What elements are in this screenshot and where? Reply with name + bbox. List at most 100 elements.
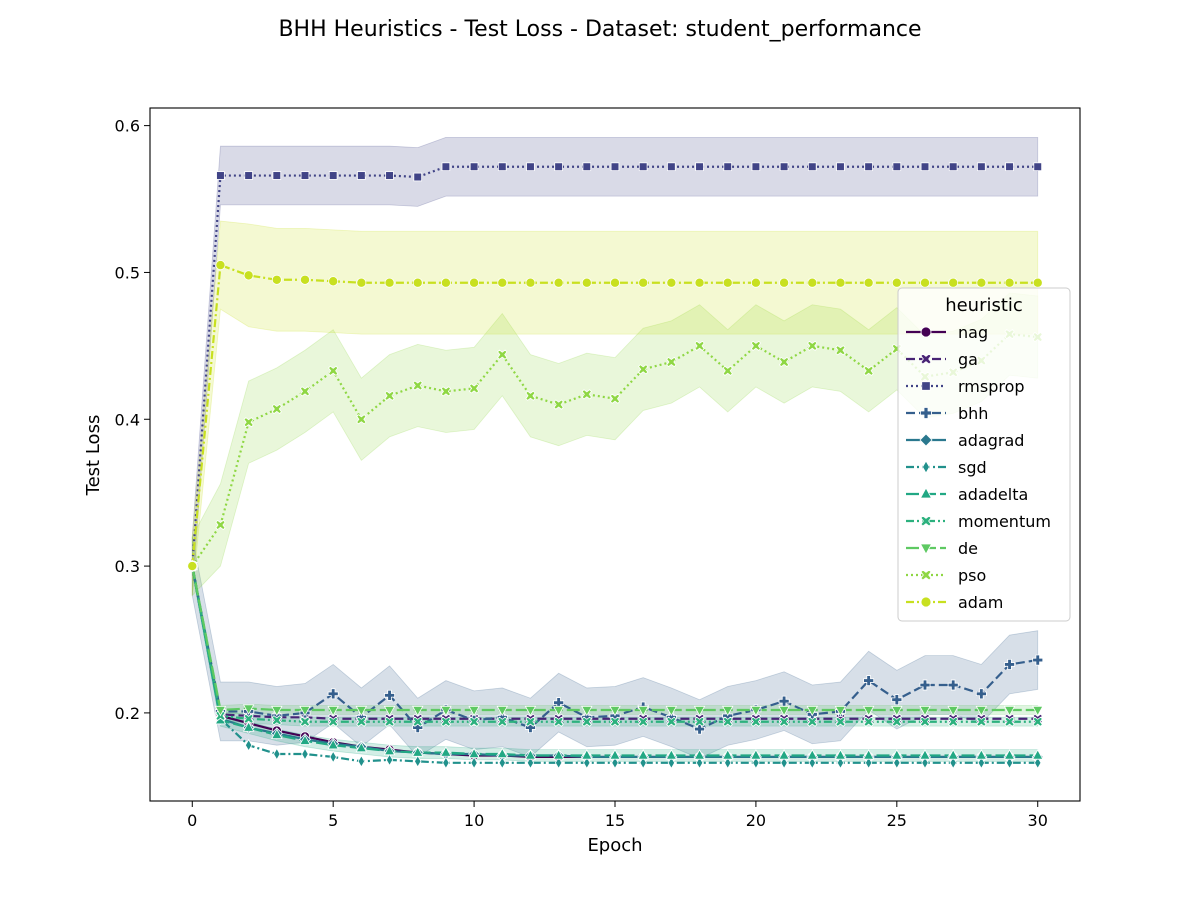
data-point — [187, 561, 198, 572]
data-point — [891, 749, 903, 760]
data-point — [807, 277, 818, 288]
data-point — [666, 277, 677, 288]
x-tick-label: 15 — [605, 811, 625, 830]
data-point — [440, 277, 451, 288]
data-point — [243, 417, 254, 428]
data-point — [1004, 658, 1016, 670]
series-markers — [186, 162, 1044, 770]
data-point — [327, 705, 339, 717]
data-point — [722, 277, 733, 288]
x-tick-label: 0 — [187, 811, 197, 830]
series-markers-sgd — [188, 559, 1042, 770]
data-point — [864, 756, 873, 770]
data-point — [216, 171, 225, 180]
data-point — [524, 749, 537, 760]
data-point — [806, 749, 819, 760]
data-point — [779, 277, 790, 288]
data-point — [836, 756, 845, 770]
data-point — [976, 716, 987, 727]
data-point — [694, 277, 705, 288]
x-tick-label: 5 — [328, 811, 338, 830]
data-point — [243, 713, 254, 724]
data-point — [920, 162, 930, 172]
data-point — [1032, 716, 1043, 727]
data-point — [637, 749, 649, 760]
data-point — [975, 705, 988, 717]
y-tick-label: 0.2 — [115, 704, 140, 723]
data-point — [271, 728, 283, 740]
data-point — [834, 749, 847, 760]
data-point — [750, 716, 762, 727]
data-point — [469, 277, 480, 288]
y-tick-label: 0.5 — [115, 263, 140, 282]
data-point — [609, 393, 621, 404]
y-axis-label: Test Loss — [83, 415, 104, 497]
data-point — [609, 705, 621, 717]
data-point — [1031, 749, 1044, 760]
series-band-bhh — [191, 536, 1039, 759]
data-point — [497, 716, 508, 727]
data-point — [328, 171, 338, 180]
data-point — [694, 340, 705, 351]
legend-item-nag: nag — [906, 323, 988, 342]
legend-item-bhh: bhh — [906, 404, 988, 423]
data-point — [920, 407, 932, 419]
legend-item-ga: ga — [906, 350, 978, 369]
data-point — [891, 705, 903, 717]
data-point — [920, 353, 932, 365]
data-point — [637, 705, 649, 717]
data-point — [638, 716, 649, 727]
data-point — [1005, 162, 1014, 172]
data-point — [695, 756, 704, 770]
data-point — [1032, 277, 1043, 288]
data-point — [807, 340, 818, 351]
data-point — [666, 356, 677, 368]
data-point — [750, 749, 762, 760]
data-point — [947, 749, 959, 760]
data-point — [299, 734, 311, 745]
data-point — [1034, 756, 1042, 770]
data-point — [920, 596, 932, 608]
data-point — [1005, 756, 1014, 770]
data-point — [581, 716, 592, 727]
data-point — [919, 543, 933, 555]
data-point — [1003, 749, 1016, 760]
data-point — [806, 705, 819, 717]
data-point — [1004, 277, 1015, 288]
data-point — [780, 756, 788, 770]
data-point — [721, 705, 734, 717]
data-point — [524, 705, 537, 717]
series-markers-rmsprop — [187, 162, 1043, 571]
data-point — [752, 756, 760, 770]
data-point — [412, 716, 423, 727]
data-point — [750, 340, 762, 351]
data-point — [891, 716, 902, 727]
data-point — [440, 716, 452, 727]
data-point — [721, 749, 734, 760]
data-point — [440, 746, 452, 757]
data-point — [1004, 716, 1015, 727]
data-point — [975, 688, 987, 700]
data-point — [300, 171, 310, 180]
data-point — [977, 162, 986, 172]
data-point — [863, 277, 874, 288]
data-point — [835, 345, 846, 356]
data-point — [665, 749, 678, 760]
data-point — [468, 716, 480, 727]
data-point — [922, 460, 930, 474]
data-point — [751, 162, 761, 172]
data-point — [498, 756, 506, 770]
data-point — [271, 715, 282, 726]
data-point — [271, 274, 282, 285]
data-point — [327, 738, 339, 750]
data-point — [440, 386, 452, 397]
data-point — [947, 679, 959, 691]
data-point — [891, 277, 902, 288]
data-point — [609, 749, 621, 760]
data-point — [779, 162, 789, 172]
x-tick-label: 20 — [746, 811, 766, 830]
data-point — [554, 162, 563, 172]
data-point — [581, 749, 593, 760]
data-point — [807, 162, 817, 172]
y-tick-label: 0.3 — [115, 557, 140, 576]
